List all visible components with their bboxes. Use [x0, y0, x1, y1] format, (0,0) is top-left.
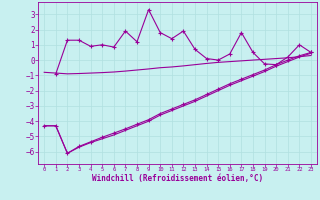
X-axis label: Windchill (Refroidissement éolien,°C): Windchill (Refroidissement éolien,°C)	[92, 174, 263, 183]
